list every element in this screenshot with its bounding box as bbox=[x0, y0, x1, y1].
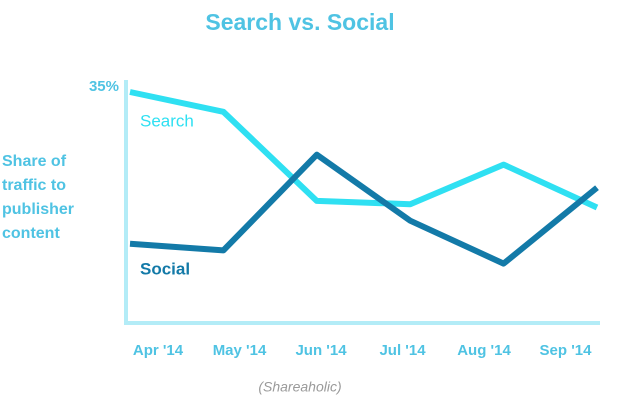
x-tick-label: Aug '14 bbox=[457, 342, 511, 359]
y-axis-label: publisher bbox=[2, 201, 74, 218]
y-axis-label: content bbox=[2, 225, 60, 242]
chart-title: Search vs. Social bbox=[205, 9, 394, 35]
y-axis-label: Share of bbox=[2, 153, 67, 170]
series-label: Search bbox=[140, 111, 194, 130]
line-series bbox=[129, 89, 599, 211]
x-tick-label: Jul '14 bbox=[379, 342, 426, 359]
x-tick-label: Sep '14 bbox=[540, 342, 593, 359]
x-tick-label: Apr '14 bbox=[133, 342, 184, 359]
y-tick-label: 35% bbox=[89, 78, 119, 95]
x-tick-label: Jun '14 bbox=[295, 342, 347, 359]
y-axis-label: traffic to bbox=[2, 177, 66, 194]
line-series bbox=[129, 151, 599, 267]
source: (Shareaholic) bbox=[258, 379, 341, 395]
series-label: Social bbox=[140, 259, 190, 278]
x-tick-label: May '14 bbox=[213, 342, 267, 359]
